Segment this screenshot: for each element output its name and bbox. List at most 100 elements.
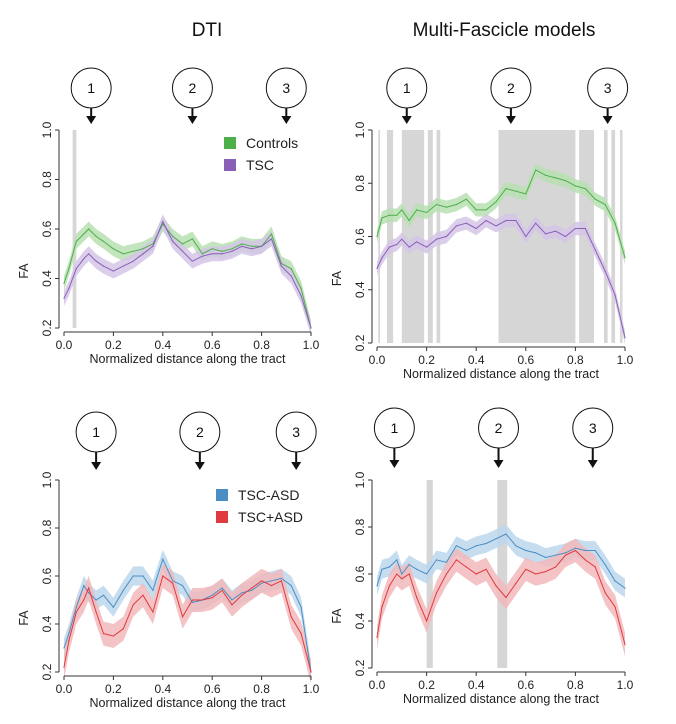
data-point [88, 592, 90, 594]
data-point [614, 294, 616, 296]
confidence-band-controls [377, 163, 625, 265]
data-point [241, 243, 243, 245]
data-point [525, 568, 527, 570]
data-point [376, 235, 378, 238]
data-point [445, 235, 448, 238]
data-point [261, 582, 263, 584]
data-point [142, 248, 144, 250]
data-point [604, 592, 606, 594]
data-point [574, 547, 577, 549]
data-point [515, 219, 517, 222]
marker-number: 1 [390, 420, 398, 436]
y-tick-label: 0.8 [353, 175, 367, 192]
y-axis-label: FA [330, 608, 344, 624]
data-point [152, 589, 154, 592]
marker-arrow-head [86, 116, 97, 124]
y-tick-label: 0.8 [40, 171, 54, 188]
chart-panel-top-right: 0.0 0.2 0.4 0.6 0.8 1.00.20.40.60.81.0Normali… [330, 67, 634, 381]
y-tick-label: 0.2 [353, 334, 367, 351]
marker-number: 2 [495, 420, 503, 436]
data-point [68, 640, 70, 642]
y-tick-label: 0.8 [40, 519, 54, 536]
legend-swatch [216, 511, 228, 523]
data-point [535, 222, 537, 224]
significance-band [497, 480, 508, 668]
confidence-band-tsc-asd [377, 538, 625, 657]
data-point [95, 611, 97, 613]
series-line-tsc-asd [376, 549, 626, 645]
data-point [102, 265, 105, 267]
x-tick-label: 0.2 [105, 682, 122, 696]
significance-band [427, 130, 433, 343]
data-point [221, 589, 223, 592]
data-point [535, 169, 537, 171]
data-point [408, 573, 410, 575]
marker-number: 2 [189, 80, 197, 96]
significance-band [386, 130, 394, 343]
data-point [231, 599, 233, 601]
x-tick-label: 0.6 [204, 682, 221, 696]
data-point [142, 253, 144, 255]
data-point [290, 616, 292, 618]
x-tick-label: 0.6 [517, 353, 534, 367]
data-point [594, 566, 596, 568]
data-point [401, 238, 403, 240]
x-tick-label: 0.8 [567, 678, 584, 692]
series-line-tsc-asd [63, 575, 312, 673]
data-point [152, 243, 154, 245]
data-point [594, 249, 596, 251]
data-point [201, 599, 203, 601]
data-point [515, 545, 517, 547]
confidence-band-tsc [64, 214, 311, 336]
data-point [75, 606, 77, 608]
data-point [181, 250, 184, 252]
data-point [485, 542, 487, 545]
data-point [132, 604, 134, 606]
data-point [525, 549, 527, 552]
data-point [251, 589, 253, 592]
data-point [445, 573, 448, 575]
x-tick-label: 0.4 [468, 353, 485, 367]
data-point [396, 214, 398, 216]
data-point [63, 647, 65, 649]
data-point [172, 240, 174, 242]
data-point [416, 209, 418, 211]
marker-arrow-head [389, 460, 400, 468]
data-point [300, 287, 302, 289]
data-point [505, 219, 507, 222]
marker-number: 3 [282, 80, 290, 96]
data-point [83, 233, 85, 235]
series-line-controls [376, 169, 626, 258]
data-point [614, 606, 616, 608]
confidence-band-controls [64, 216, 311, 336]
legend-swatch [216, 489, 228, 501]
x-tick-label: 0.4 [154, 338, 171, 352]
data-point [251, 587, 253, 589]
data-point [475, 209, 477, 211]
data-point [604, 203, 606, 206]
data-point [505, 596, 507, 599]
data-point [102, 594, 105, 596]
data-point [594, 198, 596, 200]
marker-arrow-head [91, 462, 102, 470]
data-point [455, 545, 457, 547]
data-point [426, 573, 428, 575]
data-point [152, 611, 154, 613]
x-tick-label: 0.0 [369, 678, 386, 692]
y-tick-label: 0.4 [40, 270, 54, 287]
data-point [122, 589, 124, 592]
data-point [435, 559, 438, 561]
data-point [88, 587, 90, 589]
data-point [388, 566, 390, 568]
data-point [162, 558, 164, 560]
data-point [401, 573, 403, 575]
data-point [221, 250, 223, 252]
data-point [376, 636, 378, 639]
data-point [221, 587, 223, 589]
y-tick-label: 0.2 [353, 659, 367, 676]
data-point [525, 235, 527, 238]
data-point [231, 248, 233, 250]
data-point [132, 260, 134, 262]
y-axis-label: FA [17, 263, 31, 279]
